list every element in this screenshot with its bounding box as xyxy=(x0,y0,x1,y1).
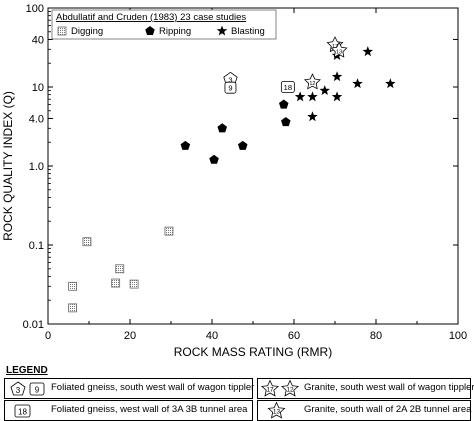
digging-point xyxy=(68,303,77,313)
annotation-marker xyxy=(280,81,295,93)
x-tick-label: 0 xyxy=(45,330,51,342)
y-tick-label: 1.0 xyxy=(29,161,44,173)
legend-item-gneiss-wagon: 3 9 Foliated gneiss, south west wall of … xyxy=(4,378,255,399)
digging-point xyxy=(129,279,139,289)
legend-entry-label: Ripping xyxy=(159,26,191,37)
data-points xyxy=(68,46,396,313)
x-tick-label: 20 xyxy=(124,330,136,342)
star-icon: 13 xyxy=(267,401,286,419)
y-axis-label: ROCK QUALITY INDEX (Q) xyxy=(1,91,15,241)
annotation-marker xyxy=(330,41,348,58)
legend-item-label: Foliated gneiss, west wall of 3A 3B tunn… xyxy=(51,404,248,415)
legend-symbol-label: 13 xyxy=(273,409,281,416)
y-tick-label: 100 xyxy=(26,3,44,15)
pentagon-rect-icon: 3 9 xyxy=(10,381,45,396)
y-tick-label: 10 xyxy=(32,82,44,94)
y-tick-label: 4.0 xyxy=(29,113,44,125)
blasting-point xyxy=(331,91,343,102)
blasting-point xyxy=(352,78,363,89)
annotation-label: 3 xyxy=(228,75,232,84)
annotation-label: 9 xyxy=(228,84,232,93)
legend-item-label: Granite, south west wall of wagon tipple… xyxy=(304,382,474,393)
rect-icon: 18 xyxy=(14,404,31,418)
digging-point xyxy=(68,281,77,291)
legend-entry-label: Blasting xyxy=(231,26,265,37)
annotation-label: 18 xyxy=(284,83,292,92)
digging-point xyxy=(111,278,121,288)
legend-entry-label: Digging xyxy=(71,26,103,37)
annotation-label: 12 xyxy=(309,81,315,87)
x-tick-label: 40 xyxy=(206,330,218,342)
chart: 0 20 40 60 80 100 0.01 0.1 1.0 4.0 10 40 100 ROCK M… xyxy=(1,3,467,359)
legend-symbol-label: 17 xyxy=(266,387,274,394)
y-tick-label: 0.01 xyxy=(23,319,44,331)
legend-item-granite-tunnel: 13 Granite, south wall of 2A 2B tunnel a… xyxy=(257,400,471,421)
ripping-point xyxy=(281,117,291,127)
blasting-point xyxy=(362,46,374,57)
x-axis-label: ROCK MASS RATING (RMR) xyxy=(174,345,332,359)
blasting-point xyxy=(307,91,318,102)
annotation-marker xyxy=(224,81,237,94)
legend-item-granite-wagon: 17 12 Granite, south west wall of wagon … xyxy=(257,378,474,399)
digging-point xyxy=(164,226,174,236)
digging-point xyxy=(82,237,92,247)
legend-item-label: Foliated gneiss, south west wall of wago… xyxy=(51,382,255,393)
digging-legend-marker xyxy=(57,26,67,36)
star-pair-icon: 17 12 xyxy=(260,379,300,397)
legend-symbol-label: 18 xyxy=(18,408,27,417)
legend-box xyxy=(51,9,277,40)
y-tick-label: 0.1 xyxy=(29,240,44,252)
bottom-legend: LEGEND 3 9 Foliated gneiss, south west w… xyxy=(0,362,474,421)
legend-symbol-label: 12 xyxy=(286,387,294,394)
blasting-point xyxy=(307,111,318,122)
ripping-point xyxy=(278,99,289,109)
legend: Abdullatif and Cruden (1983) 23 case stu… xyxy=(51,9,277,40)
blasting-point xyxy=(319,85,330,96)
y-tick-label: 40 xyxy=(32,34,44,46)
legend-title: Abdullatif and Cruden (1983) 23 case stu… xyxy=(56,12,246,23)
y-axis: 0.01 0.1 1.0 4.0 10 40 100 xyxy=(23,3,458,331)
ripping-point xyxy=(237,140,248,150)
plot-frame xyxy=(47,7,459,325)
legend-item-label: Granite, south wall of 2A 2B tunnel area xyxy=(304,404,472,415)
blasting-legend-marker xyxy=(216,25,228,36)
ripping-point xyxy=(217,123,228,133)
x-axis: 0 20 40 60 80 100 xyxy=(45,8,467,342)
legend-entries: Digging Ripping Blasting xyxy=(57,25,265,37)
x-tick-label: 80 xyxy=(370,330,382,342)
legend-symbol-label: 3 xyxy=(16,386,21,395)
blasting-point xyxy=(385,78,396,89)
blasting-point xyxy=(294,91,306,102)
legend-symbol-label: 9 xyxy=(35,386,40,395)
ripping-legend-marker xyxy=(145,26,155,36)
annotation-label: 17 xyxy=(332,44,338,50)
blasting-point xyxy=(331,71,343,82)
legend-item-gneiss-tunnel: 18 Foliated gneiss, west wall of 3A 3B t… xyxy=(4,400,253,421)
annotation-label: 13 xyxy=(336,49,342,55)
ripping-point xyxy=(209,154,219,164)
x-tick-label: 100 xyxy=(449,330,467,342)
x-tick-label: 60 xyxy=(288,330,300,342)
bottom-legend-title: LEGEND xyxy=(6,365,48,376)
annotation-marker xyxy=(303,73,321,90)
ripping-point xyxy=(180,140,191,150)
digging-point xyxy=(115,264,125,274)
